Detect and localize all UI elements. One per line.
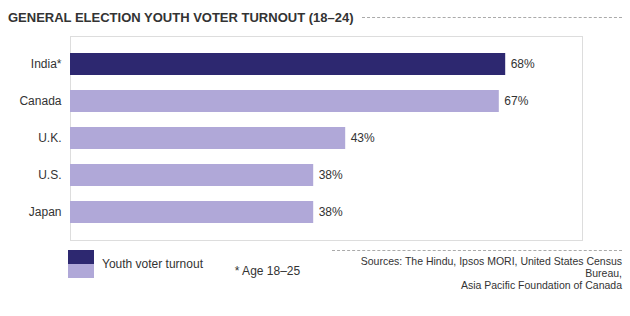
html-text:* Age 18–25: * Age 18–25 [234, 263, 301, 278]
html-text:Youth voter turnout: Youth voter turnout [102, 257, 203, 271]
svg-text:Japan: Japan [29, 205, 62, 219]
svg-text:U.S.: U.S. [38, 168, 61, 182]
html-text:Sources: The Hindu, Ipsos MORI: Sources: The Hindu, Ipsos MORI, United S… [360, 255, 622, 279]
svg-text:India*: India* [31, 57, 62, 71]
html-text:GENERAL ELECTION YOUTH VOTER T: GENERAL ELECTION YOUTH VOTER TURNOUT (18… [8, 9, 354, 25]
svg-text:43%: 43% [351, 131, 375, 145]
svg-text:38%: 38% [319, 205, 343, 219]
html-text:Asia Pacific Foundation of Can: Asia Pacific Foundation of Canada [460, 279, 622, 291]
svg-text:U.K.: U.K. [38, 131, 61, 145]
svg-text:68%: 68% [511, 57, 535, 71]
svg-text:Canada: Canada [19, 94, 61, 108]
svg-text:67%: 67% [504, 94, 528, 108]
svg-text:38%: 38% [319, 168, 343, 182]
